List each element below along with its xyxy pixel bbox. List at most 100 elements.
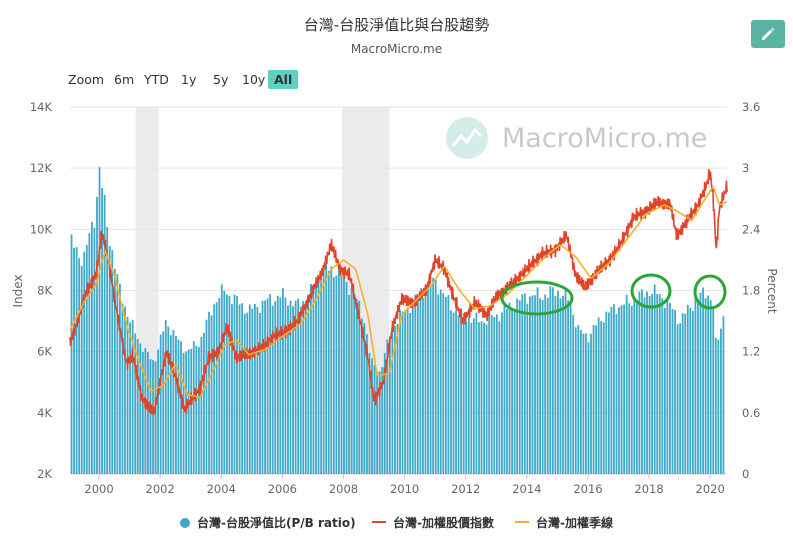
zoom-10y-button[interactable]: 10y xyxy=(242,72,266,87)
x-tick-label: 2020 xyxy=(696,482,725,496)
pb-ratio-bar xyxy=(406,307,409,474)
pb-ratio-bar xyxy=(523,293,526,474)
x-tick-label: 2000 xyxy=(84,482,113,496)
pb-ratio-bar xyxy=(348,294,350,474)
pb-ratio-bar xyxy=(513,310,516,474)
pb-ratio-bar xyxy=(289,300,292,474)
pb-ratio-bar xyxy=(355,298,358,474)
pb-ratio-bar xyxy=(495,314,498,474)
pb-ratio-bar xyxy=(292,306,294,474)
legend: 台灣-台股淨值比(P/B ratio) 台灣-加權股價指數 台灣-加權季線 xyxy=(0,514,793,532)
pb-ratio-bar xyxy=(511,309,513,474)
pb-ratio-bar xyxy=(429,284,432,474)
pb-ratio-bar xyxy=(585,333,587,474)
pb-ratio-bar xyxy=(325,263,328,474)
pb-ratio-bar xyxy=(444,296,447,474)
pb-ratio-bar xyxy=(213,304,216,474)
pb-ratio-bar xyxy=(350,287,353,474)
pb-ratio-bar xyxy=(658,294,661,474)
pb-ratio-bar xyxy=(256,307,259,474)
pb-ratio-bar xyxy=(712,307,715,474)
pb-ratio-bar xyxy=(322,266,325,474)
pb-ratio-bar xyxy=(197,347,200,474)
pb-ratio-bar xyxy=(358,300,361,474)
legend-line-icon xyxy=(372,521,386,523)
pb-ratio-bar xyxy=(167,326,170,474)
pb-ratio-bar xyxy=(88,233,91,474)
pb-ratio-bar xyxy=(562,295,564,474)
pb-ratio-bar xyxy=(98,167,101,474)
pb-ratio-bar xyxy=(320,281,322,474)
pb-ratio-bar xyxy=(432,277,435,474)
pb-ratio-bar xyxy=(600,320,603,474)
pb-ratio-bar xyxy=(297,298,300,474)
pb-ratio-bar xyxy=(106,227,109,474)
pb-ratio-bar xyxy=(691,311,694,474)
pb-ratio-bar xyxy=(187,349,190,474)
pb-ratio-bar xyxy=(330,266,333,474)
macromicro-logo-icon xyxy=(446,117,488,159)
legend-item-pb-ratio[interactable]: 台灣-台股淨值比(P/B ratio) xyxy=(180,514,356,531)
pb-ratio-bar xyxy=(500,312,503,474)
pb-ratio-bar xyxy=(121,303,124,474)
pb-ratio-bar xyxy=(287,305,289,474)
pb-ratio-bar xyxy=(266,298,269,474)
pb-ratio-bar xyxy=(220,284,223,474)
y-left-axis-title: Index xyxy=(11,274,25,307)
pb-ratio-bar xyxy=(215,302,218,474)
pb-ratio-bar xyxy=(536,287,539,474)
pb-ratio-bar xyxy=(182,352,185,474)
pb-ratio-bar xyxy=(674,310,676,474)
pb-ratio-bar xyxy=(574,327,577,474)
pb-ratio-bar xyxy=(85,245,88,474)
pb-ratio-bar xyxy=(526,303,529,474)
pb-ratio-bar xyxy=(391,326,394,474)
x-tick-label: 2018 xyxy=(634,482,663,496)
pb-ratio-bar xyxy=(253,303,256,474)
chart-subtitle: MacroMicro.me xyxy=(350,42,443,56)
y-right-axis-title: Percent xyxy=(765,268,779,313)
pb-ratio-bar xyxy=(521,294,524,474)
zoom-1y-button[interactable]: 1y xyxy=(181,72,197,87)
pb-ratio-bar xyxy=(483,322,485,474)
pb-ratio-bar xyxy=(388,338,391,474)
watermark: MacroMicro.me xyxy=(446,117,707,159)
pb-ratio-bar xyxy=(411,301,414,474)
pb-ratio-bar xyxy=(689,307,692,474)
zoom-5y-button[interactable]: 5y xyxy=(213,72,229,87)
pb-ratio-bar xyxy=(340,275,343,474)
pb-ratio-bar xyxy=(310,283,312,474)
pb-ratio-bar xyxy=(225,294,228,474)
pb-ratio-bar xyxy=(238,304,241,474)
y-left-tick-label: 10K xyxy=(30,222,53,236)
zoom-6m-button[interactable]: 6m xyxy=(114,72,135,87)
edit-button[interactable] xyxy=(751,20,785,48)
zoom-all-button[interactable]: All xyxy=(268,70,299,89)
watermark-text: MacroMicro.me xyxy=(502,123,707,154)
pb-ratio-bar xyxy=(327,270,330,474)
x-tick-label: 2010 xyxy=(390,482,419,496)
legend-item-index[interactable]: 台灣-加權股價指數 xyxy=(372,514,494,531)
pb-ratio-bar xyxy=(259,312,261,474)
pb-ratio-bar xyxy=(205,319,208,474)
pb-ratio-bar xyxy=(399,309,401,474)
pb-ratio-bar xyxy=(101,188,103,474)
pb-ratio-bar xyxy=(442,293,445,474)
pb-ratio-bar xyxy=(376,372,379,474)
pb-ratio-bar xyxy=(175,335,177,474)
pb-ratio-bar xyxy=(651,294,654,474)
chart-title: 台灣-台股淨值比與台股趨勢 xyxy=(303,16,490,34)
pb-ratio-bar xyxy=(592,324,595,474)
pb-ratio-bar xyxy=(707,295,710,474)
pb-ratio-bar xyxy=(343,274,345,474)
pb-ratio-bar xyxy=(641,289,643,474)
pb-ratio-bar xyxy=(304,301,307,474)
pb-ratio-bar xyxy=(91,221,93,474)
y-left-tick-label: 4K xyxy=(37,406,52,420)
pb-ratio-bar xyxy=(582,333,585,474)
zoom-ytd-button[interactable]: YTD xyxy=(144,72,169,87)
pb-ratio-bar xyxy=(271,305,274,474)
pb-ratio-bar xyxy=(447,295,450,474)
legend-item-ma[interactable]: 台灣-加權季線 xyxy=(515,514,613,531)
pb-ratio-bar xyxy=(590,333,592,474)
